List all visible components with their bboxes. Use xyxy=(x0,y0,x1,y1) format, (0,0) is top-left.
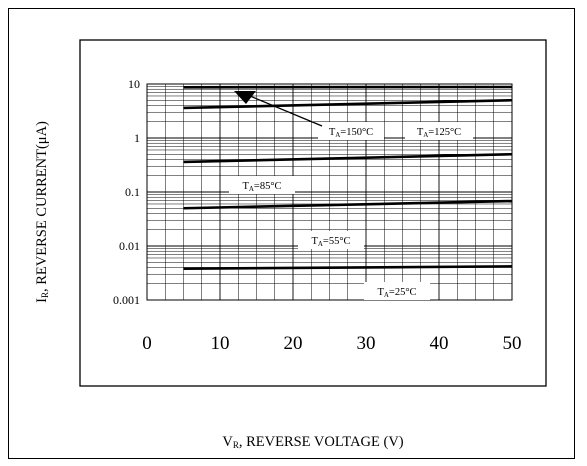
series-label-0: TA=150°C xyxy=(329,127,373,139)
y-axis-label-rest: , REVERSE CURRENT(μA) xyxy=(34,121,50,292)
y-tick-labels: 10 1 0.1 0.01 0.001 xyxy=(113,77,140,307)
x-tick-labels: 0 10 20 30 40 50 xyxy=(142,333,521,354)
series-label-bg-0 xyxy=(318,122,384,140)
y-axis-label-sub: R xyxy=(40,292,50,298)
series-line-2 xyxy=(183,152,513,164)
x-tick-label: 20 xyxy=(284,333,303,354)
series-label-bg-2 xyxy=(229,176,295,194)
x-tick-label: 30 xyxy=(357,333,376,354)
series-line-3 xyxy=(183,199,513,210)
x-tick-label: 10 xyxy=(211,333,230,354)
series-lines xyxy=(183,85,513,270)
plot-area-border xyxy=(146,83,513,301)
y-axis-label: IR, REVERSE CURRENT(μA) xyxy=(34,121,50,303)
x-axis-label-sub: R xyxy=(233,440,239,450)
y-tick-label: 0.01 xyxy=(119,239,140,253)
series-label-3: TA=55°C xyxy=(311,236,350,248)
pointer-line xyxy=(249,95,323,127)
y-tick-label: 1 xyxy=(134,131,140,145)
series-line-4 xyxy=(183,265,513,270)
chart-box xyxy=(79,39,547,387)
x-tick-label: 0 xyxy=(142,333,152,354)
x-axis-label-rest: , REVERSE VOLTAGE (V) xyxy=(239,434,404,450)
series-label-bg-4 xyxy=(364,282,430,300)
series-line-1 xyxy=(183,98,513,110)
series-label-1: TA=125°C xyxy=(417,127,461,139)
x-axis-label-main: V xyxy=(222,434,233,450)
figure-frame xyxy=(8,8,575,459)
x-tick-label: 50 xyxy=(503,333,522,354)
series-label-bg-3 xyxy=(298,231,364,249)
pointer-arrowhead xyxy=(234,91,256,104)
series-label-4: TA=25°C xyxy=(377,287,416,299)
series-label-bg-1 xyxy=(405,122,473,140)
y-axis-label-main: I xyxy=(34,298,50,303)
x-tick-label: 40 xyxy=(430,333,449,354)
y-tick-label: 0.1 xyxy=(125,185,140,199)
series-label-2: TA=85°C xyxy=(242,181,281,193)
series-labels: TA=150°C TA=125°C TA=85°C TA=55°C TA=25°C xyxy=(229,91,473,300)
x-axis-label: VR, REVERSE VOLTAGE (V) xyxy=(222,434,403,450)
y-tick-label: 0.001 xyxy=(113,293,140,307)
y-tick-label: 10 xyxy=(128,77,140,91)
